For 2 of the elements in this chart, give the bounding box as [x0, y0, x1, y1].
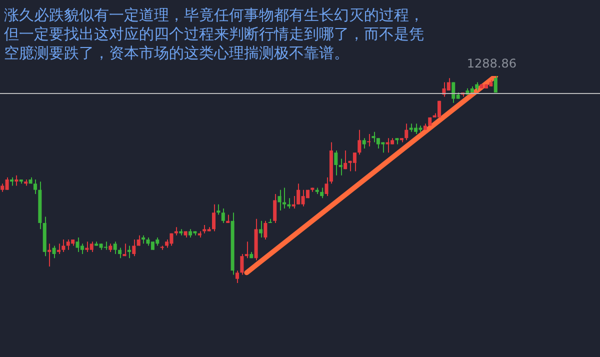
- text: 1288.86: [466, 56, 516, 71]
- text: 涨久必跌貌似有一定道理，毕竟任何事物都有生长幻灭的过程，但一定要找出这对应的四个过程来判断行情走到哪了，而不是凭空臆测要跌了，资本市场的这类心理揣测极不靠谱。: [4, 6, 425, 63]
